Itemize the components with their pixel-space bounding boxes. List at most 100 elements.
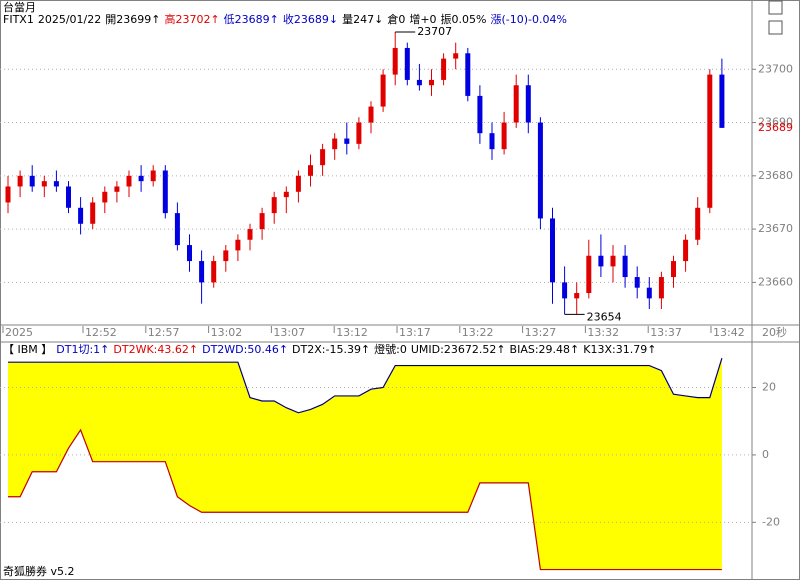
indicator-field: BIAS:29.48↑	[509, 343, 580, 356]
candle-body	[126, 175, 132, 187]
panel-title: 台當月	[3, 1, 36, 14]
candle-body	[465, 53, 471, 96]
x-tick-label: 13:42	[713, 326, 745, 339]
candle-body	[114, 186, 120, 192]
candle-body	[138, 175, 144, 182]
candle-body	[671, 261, 676, 278]
candle-body	[5, 186, 11, 203]
indicator-line	[8, 428, 722, 571]
last-price-label: 23689	[758, 121, 793, 134]
candle-body	[320, 149, 326, 166]
x-tick-label: 13:02	[211, 326, 243, 339]
window-button[interactable]	[768, 0, 783, 15]
indicator-line	[8, 357, 723, 414]
quote-field: 低23689↑	[223, 13, 279, 26]
y-tick-label: 23670	[758, 222, 793, 235]
x-tick-label: 2025	[5, 326, 33, 339]
interval-label: 20秒	[762, 325, 787, 339]
high-label: 23707	[417, 25, 452, 38]
candle-body	[525, 85, 531, 123]
quote-field: 倉0	[387, 13, 406, 26]
x-tick-label: 13:17	[399, 326, 431, 339]
candle-body	[550, 218, 555, 283]
x-tick-label: 12:57	[148, 326, 180, 339]
candle-body	[53, 181, 59, 187]
candle-body	[658, 277, 664, 299]
indicator-field: DT2WK:43.62↑	[113, 343, 199, 356]
candle-body	[102, 191, 108, 203]
indicator-field: DT2X:-15.39↑	[292, 343, 371, 356]
candle-body	[392, 47, 398, 75]
candle-body	[562, 282, 568, 299]
quote-field: 2025/01/22	[37, 13, 102, 26]
quote-field: 增+0	[409, 13, 437, 26]
candle-body	[259, 213, 265, 230]
y-tick-label: 23700	[758, 62, 793, 75]
candle-body	[368, 106, 374, 123]
candle-body	[501, 122, 507, 150]
candle-body	[174, 213, 180, 246]
indicator-field: DT1切:1↑	[56, 343, 110, 356]
candle-body	[295, 175, 301, 192]
candle-body	[695, 207, 701, 240]
candle-body	[477, 95, 483, 134]
y-tick-label: 20	[762, 380, 776, 393]
candle-body	[537, 122, 543, 219]
candle-body	[162, 170, 168, 214]
candle-body	[683, 239, 689, 262]
candle-body	[78, 207, 84, 224]
candle-body	[41, 181, 47, 187]
indicator-field: UMID:23672.52↑	[410, 343, 506, 356]
candle-body	[453, 53, 459, 59]
candle-body	[489, 133, 495, 150]
candle-body	[707, 74, 713, 208]
candle-body	[719, 74, 725, 128]
x-tick-label: 12:52	[85, 326, 117, 339]
window-button[interactable]	[768, 20, 783, 35]
indicator-field: 【 IBM 】	[3, 343, 53, 356]
footer-row: 奇狐勝券 v5.2	[3, 565, 79, 578]
candle-body	[634, 277, 640, 288]
candle-body	[356, 122, 362, 144]
x-tick-label: 13:22	[462, 326, 494, 339]
candle-body	[404, 47, 410, 80]
candle-body	[622, 255, 628, 278]
quote-field: 收23689↓	[282, 13, 339, 26]
y-tick-label: 23690	[758, 116, 793, 129]
candle-body	[247, 229, 253, 240]
x-tick-label: 13:27	[525, 326, 557, 339]
band-fill	[8, 358, 722, 570]
candle-body	[380, 74, 386, 107]
candle-body	[271, 197, 277, 214]
quote-field: 量247↓	[342, 13, 384, 26]
x-tick-label: 13:37	[650, 326, 682, 339]
info-row: FITX1 2025/01/22 開23699↑ 高23702↑ 低23689↑ 收236…	[3, 13, 571, 26]
panel-title-row: 台當月	[3, 1, 40, 14]
candle-body	[429, 79, 434, 86]
indicator-field: DT2WD:50.46↑	[202, 343, 289, 356]
candle-body	[17, 175, 23, 187]
candle-body	[308, 165, 313, 176]
candle-body	[441, 58, 447, 80]
candle-body	[29, 175, 35, 187]
candle-body	[211, 261, 217, 283]
indicator-field: 燈號:0	[374, 343, 407, 356]
x-tick-label: 13:32	[587, 326, 619, 339]
indicator-header: 【 IBM 】 DT1切:1↑ DT2WK:43.62↑ DT2WD:50.46↑ DT…	[3, 343, 660, 356]
candle-body	[187, 245, 192, 262]
quote-field: 漲(-10)-0.04%	[490, 13, 567, 26]
y-tick-label: 23660	[758, 275, 793, 288]
candle-body	[199, 261, 205, 283]
candle-body	[223, 250, 229, 262]
candle-body	[235, 239, 241, 251]
candle-body	[283, 191, 289, 198]
y-tick-label: 23680	[758, 169, 793, 182]
quote-field: 振0.05%	[440, 13, 487, 26]
candle-body	[344, 138, 350, 144]
footer: 奇狐勝券 v5.2	[3, 565, 75, 578]
candle-body	[610, 255, 616, 267]
quote-field: FITX1	[3, 13, 34, 26]
candle-body	[513, 85, 519, 123]
